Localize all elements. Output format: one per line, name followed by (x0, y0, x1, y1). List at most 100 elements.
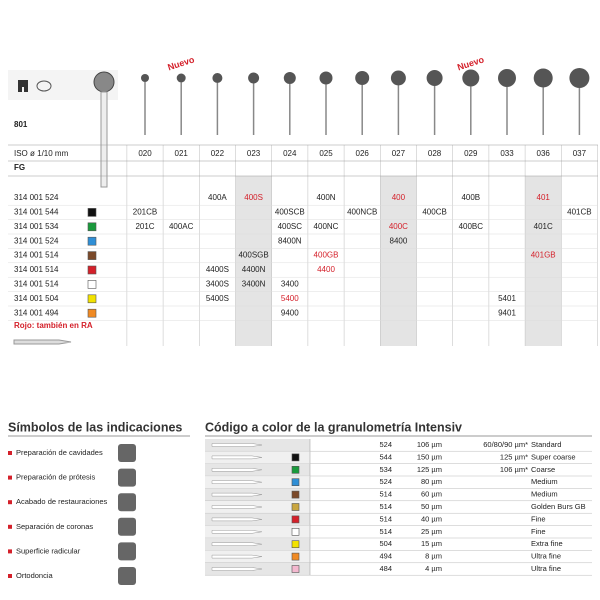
cell: 400S (244, 193, 263, 202)
size-label: 022 (211, 149, 225, 158)
cell: 401GB (531, 251, 556, 260)
grit-size: 150 µm (417, 452, 442, 461)
color-swatch (291, 527, 300, 536)
bur-head (93, 71, 115, 93)
color-swatch (291, 465, 300, 474)
indication-icon (118, 542, 136, 561)
grit-size: 8 µm (425, 552, 442, 561)
note: Rojo: también en RA (14, 321, 93, 330)
color-swatch (291, 515, 300, 524)
bur-head (462, 69, 480, 87)
cell: 3400N (242, 280, 266, 289)
ref-code: 314 001 494 (14, 308, 59, 317)
grit-code: 514 (379, 490, 392, 499)
color-swatch (291, 503, 300, 511)
bur-sketch (211, 517, 263, 522)
cell: 8400 (390, 236, 408, 245)
column-shade (235, 176, 272, 346)
indication-icon (118, 517, 136, 536)
size-label: 029 (464, 149, 478, 158)
ref-code: 314 001 504 (14, 294, 59, 303)
ref-code: 314 001 514 (14, 251, 59, 260)
grit-code: 484 (379, 564, 392, 573)
bur-sketch (211, 542, 263, 546)
bur-sketch (211, 530, 263, 534)
cell: 401 (537, 193, 551, 202)
cell: 400NC (314, 222, 339, 231)
grit-name: Medium (531, 490, 558, 499)
size-label: 036 (537, 149, 551, 158)
bur-head (141, 74, 149, 82)
cell: 4400S (206, 265, 229, 274)
cell: 4400 (317, 265, 335, 274)
color-swatch (87, 208, 97, 217)
indication-icon (118, 468, 136, 487)
cell: 4400N (242, 265, 266, 274)
bur-head (498, 69, 516, 87)
color-swatch (87, 265, 97, 275)
indication: Acabado de restauraciones (16, 497, 108, 506)
grit-name: Medium (531, 477, 558, 486)
bur-sketch (13, 339, 72, 345)
grit-code: 514 (379, 514, 392, 523)
cell: 400C (389, 222, 408, 231)
grit-code: 544 (379, 452, 392, 461)
cell: 8400N (278, 236, 302, 245)
grit-code: 534 (379, 465, 392, 474)
color-swatch (291, 540, 300, 549)
ref-code: 314 001 544 (14, 208, 59, 217)
size-label: 025 (319, 149, 333, 158)
indication: Preparación de prótesis (16, 473, 95, 482)
grit-size: 25 µm (421, 527, 442, 536)
color-swatch (87, 236, 97, 246)
grit-size: 125 µm (417, 465, 442, 474)
cell: 5401 (498, 294, 516, 303)
color-swatch (87, 280, 97, 289)
ref-code: 314 001 524 (14, 236, 59, 245)
size-label: 023 (247, 149, 261, 158)
grit-size: 50 µm (421, 502, 442, 511)
size-label: 027 (392, 149, 406, 158)
grit-name: Coarse (531, 465, 555, 474)
grit-size: 15 µm (421, 539, 442, 548)
indication: Superficie radicular (16, 546, 81, 555)
symbol-icon (36, 80, 52, 92)
indication: Ortodoncia (16, 571, 54, 580)
bur-shank (100, 91, 108, 188)
cell: 5400 (281, 294, 299, 303)
shank: FG (14, 163, 25, 172)
grit-name: Ultra fine (531, 552, 561, 561)
cell: 400GB (314, 251, 339, 260)
cell: 400 (392, 193, 406, 202)
cell: 400SC (278, 222, 303, 231)
product-number: 801 (14, 120, 28, 129)
grit-size: 80 µm (421, 477, 442, 486)
bur-sketch (211, 554, 263, 559)
size-label: 026 (356, 149, 370, 158)
bur-head (533, 68, 553, 88)
bur-sketch (211, 492, 263, 497)
cell: 400SCB (275, 208, 305, 217)
cell: 201CB (133, 208, 157, 217)
section-title: Símbolos de las indicaciones (8, 420, 182, 434)
cell: 3400S (206, 280, 229, 289)
column-shade (525, 176, 562, 346)
iso-grit: 125 µm* (500, 452, 528, 461)
color-swatch (87, 308, 97, 318)
grit-code: 504 (379, 539, 392, 548)
iso-label: ISO ø 1/10 mm (14, 149, 69, 158)
bullet (8, 524, 12, 529)
cell: 3400 (281, 280, 299, 289)
grit-name: Golden Burs GB (531, 502, 586, 511)
bullet (8, 574, 12, 578)
bur-sketch (211, 480, 263, 484)
cell: 400SGB (238, 251, 268, 260)
indication-icon (118, 493, 136, 512)
grit-name: Ultra fine (531, 564, 561, 573)
bur-head (355, 71, 370, 85)
cell: 400AC (169, 222, 194, 231)
grit-name: Fine (531, 514, 546, 523)
bur-head (426, 70, 443, 86)
